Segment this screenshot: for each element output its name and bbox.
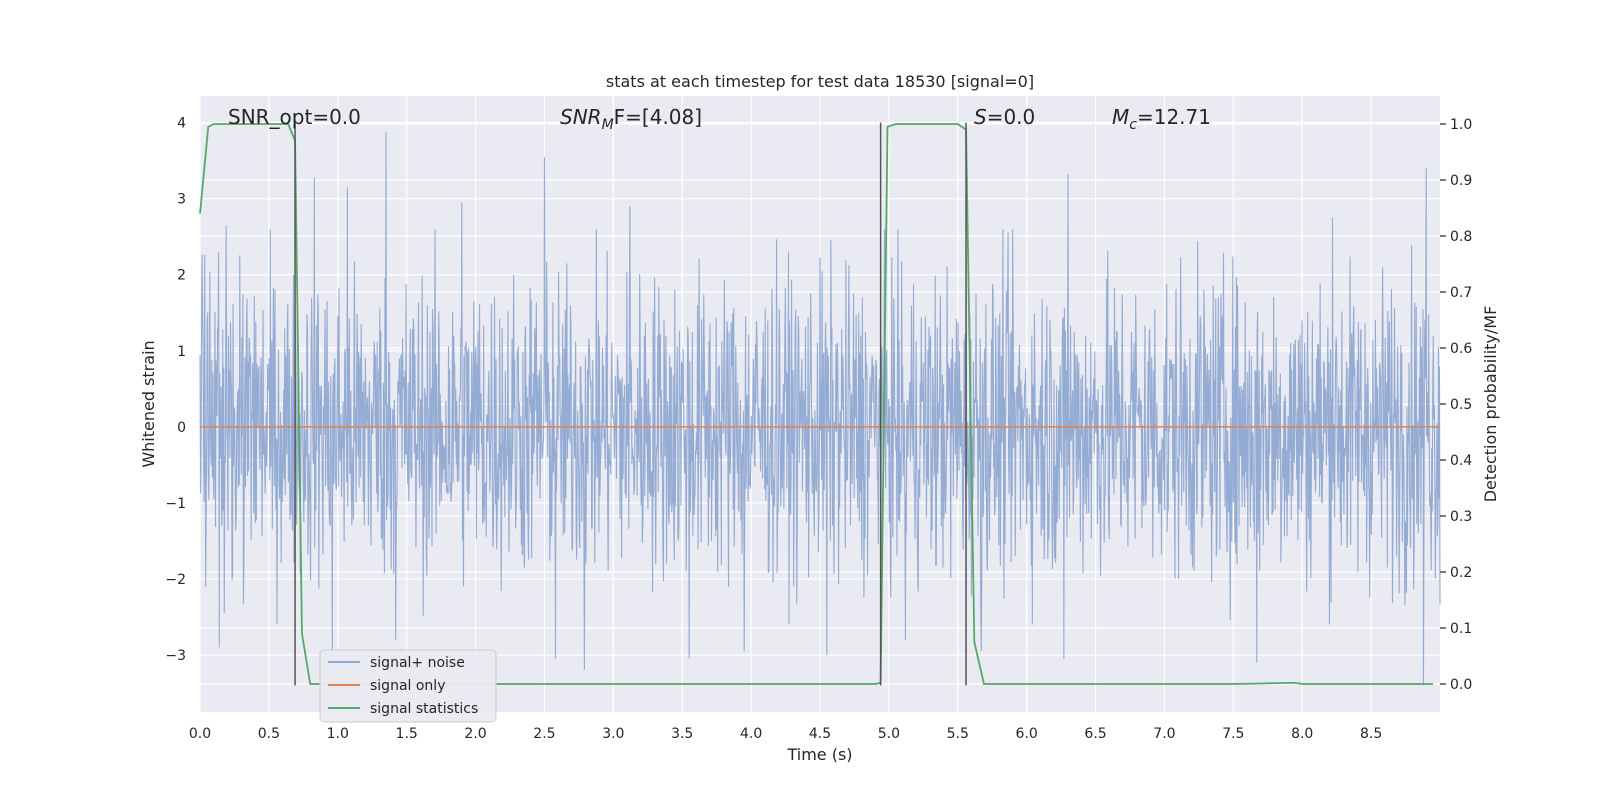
x-tick-label: 7.0 <box>1153 726 1175 742</box>
y-tick-label: 0 <box>177 420 186 436</box>
x-tick-label: 1.0 <box>327 726 349 742</box>
x-tick-label: 2.5 <box>533 726 555 742</box>
legend: signal+ noise signal only signal statist… <box>319 649 497 723</box>
x-tick-label: 5.5 <box>947 726 969 742</box>
x-tick-label: 6.0 <box>1016 726 1038 742</box>
y2-tick-label: 0.6 <box>1450 341 1472 357</box>
y-tick-label: 2 <box>177 268 186 284</box>
y2-tick-label: 0.2 <box>1450 565 1472 581</box>
y2-tick-label: 0.7 <box>1450 285 1472 301</box>
axis-ticks: 0.0 0.5 1.0 1.5 2.0 2.5 3.0 3.5 4.0 4.5 5.0 5.5 6.0 6… <box>165 116 1472 742</box>
legend-label-signal-plus-noise: signal+ noise <box>370 655 465 671</box>
annotation-s: S=0.0 <box>974 105 1035 129</box>
series-signal-plus-noise <box>199 131 1441 686</box>
legend-label-signal-statistics: signal statistics <box>370 701 478 717</box>
x-tick-label: 2.0 <box>464 726 486 742</box>
y2-tick-label: 0.1 <box>1450 621 1472 637</box>
y-tick-label: 3 <box>177 192 186 208</box>
series-line-signal-statistics <box>199 123 1434 685</box>
x-tick-label: 3.5 <box>671 726 693 742</box>
y2-tick-label: 0.3 <box>1450 509 1472 525</box>
x-tick-label: 0.0 <box>189 726 211 742</box>
y-tick-label: −2 <box>165 572 186 588</box>
series-line-signal-plus-noise <box>199 131 1441 686</box>
y2-tick-label: 0.0 <box>1450 677 1472 693</box>
y-axis-label: Whitened strain <box>139 340 158 467</box>
x-tick-label: 5.0 <box>878 726 900 742</box>
x-tick-label: 8.5 <box>1360 726 1382 742</box>
y-tick-label: 4 <box>177 116 186 132</box>
series-lines <box>199 123 1440 685</box>
chart-title: stats at each timestep for test data 185… <box>606 72 1034 91</box>
legend-label-signal-only: signal only <box>370 678 445 694</box>
annotation-snr-opt: SNR_opt=0.0 <box>228 105 361 129</box>
y2-tick-label: 0.4 <box>1450 453 1472 469</box>
y-tick-label: 1 <box>177 344 186 360</box>
y-tick-label: −3 <box>165 648 186 664</box>
x-tick-label: 4.5 <box>809 726 831 742</box>
x-tick-label: 7.5 <box>1222 726 1244 742</box>
y2-tick-label: 0.5 <box>1450 397 1472 413</box>
x-tick-label: 1.5 <box>396 726 418 742</box>
x-tick-label: 6.5 <box>1084 726 1106 742</box>
x-tick-label: 0.5 <box>258 726 280 742</box>
y2-tick-label: 1.0 <box>1450 117 1472 133</box>
x-tick-label: 3.0 <box>602 726 624 742</box>
x-tick-label: 4.0 <box>740 726 762 742</box>
y-tick-label: −1 <box>165 496 186 512</box>
vertical-markers <box>294 122 967 686</box>
y2-axis-label: Detection probability/MF <box>1481 306 1500 503</box>
annotation-snr-mf: SNRMF=[4.08] <box>560 105 702 133</box>
legend-box <box>319 649 497 723</box>
x-tick-label: 8.0 <box>1291 726 1313 742</box>
y2-tick-label: 0.8 <box>1450 229 1472 245</box>
y2-tick-label: 0.9 <box>1450 173 1472 189</box>
annotation-mc: Mc=12.71 <box>1112 105 1211 133</box>
x-axis-label: Time (s) <box>786 745 852 764</box>
